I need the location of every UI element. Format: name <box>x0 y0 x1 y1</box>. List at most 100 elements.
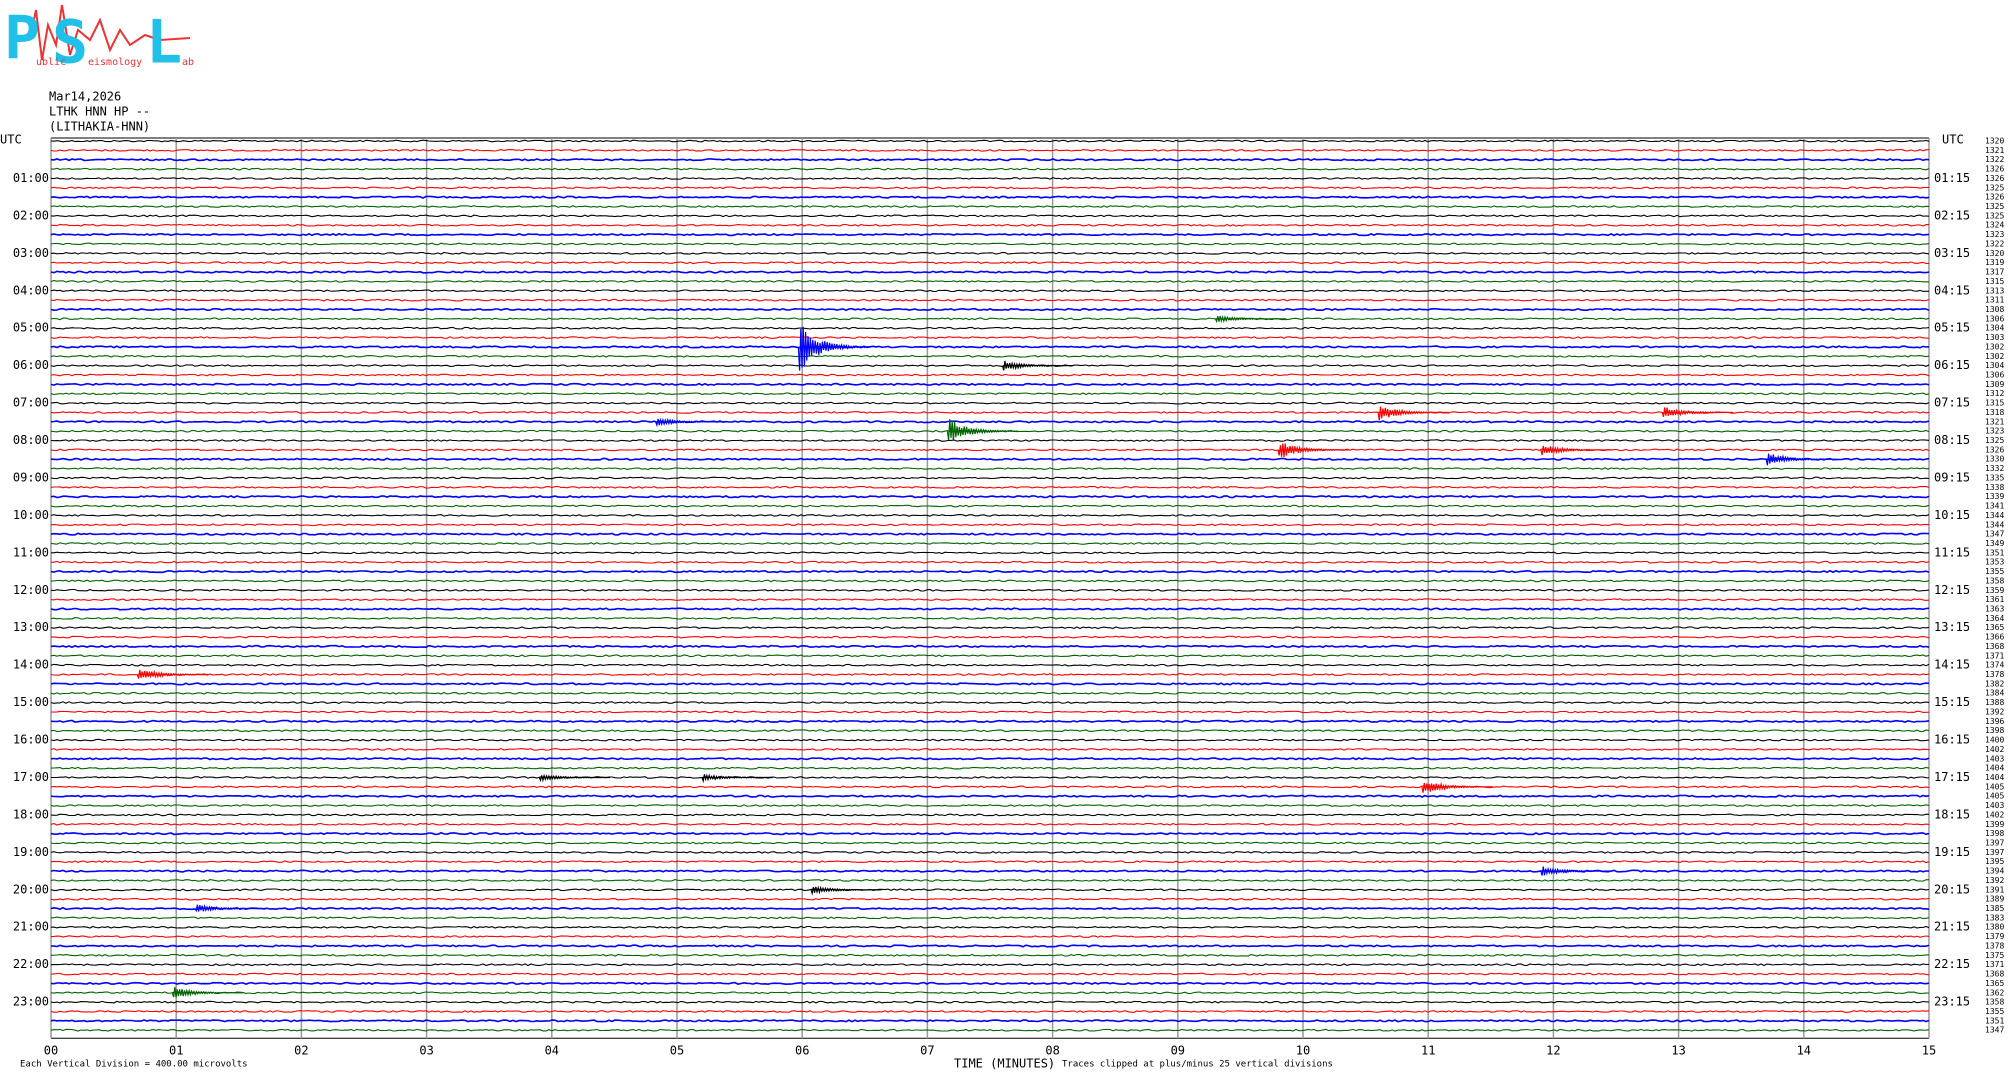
trace-offset: 1366 <box>1985 633 2004 642</box>
trace-offset: 1303 <box>1985 333 2004 342</box>
seismic-event <box>538 773 611 783</box>
hour-label: 17:15 <box>1934 770 1970 784</box>
logo-wave <box>19 4 191 61</box>
trace-offset: 1320 <box>1985 137 2004 146</box>
trace-offset: 1319 <box>1985 258 2004 267</box>
trace-offset: 1385 <box>1985 904 2004 913</box>
trace <box>51 776 1930 779</box>
trace <box>50 710 1930 714</box>
trace-offset: 1313 <box>1985 286 2004 295</box>
trace-offset: 1368 <box>1985 642 2004 651</box>
trace <box>50 598 1930 602</box>
trace-offset: 1321 <box>1985 146 2004 155</box>
hour-label: 11:15 <box>1934 545 1970 559</box>
hour-label: 10:00 <box>13 508 49 522</box>
trace <box>50 897 1930 901</box>
trace <box>50 822 1930 826</box>
hour-label: 18:15 <box>1934 807 1970 821</box>
trace <box>50 888 1930 892</box>
trace-offset: 1404 <box>1985 773 2004 782</box>
trace-offset: 1322 <box>1985 239 2004 248</box>
trace <box>50 635 1930 639</box>
trace <box>50 354 1930 358</box>
trace-offset: 1317 <box>1985 268 2004 277</box>
trace-offset: 1389 <box>1985 895 2004 904</box>
hour-label: 23:00 <box>13 995 49 1009</box>
trace <box>50 298 1930 302</box>
trace <box>50 467 1929 471</box>
trace <box>50 569 1930 574</box>
trace <box>50 186 1930 190</box>
trace-offset: 1402 <box>1985 745 2004 754</box>
seismic-event <box>810 885 882 896</box>
trace <box>50 1000 1930 1004</box>
trace-offset: 1338 <box>1985 483 2004 492</box>
trace <box>50 279 1930 283</box>
seismic-event <box>1421 781 1493 793</box>
trace-offset: 1308 <box>1985 305 2004 314</box>
trace-offset: 1364 <box>1985 614 2004 623</box>
trace <box>50 953 1929 957</box>
x-tick-label: 14 <box>1797 1044 1811 1058</box>
hour-label: 18:00 <box>13 807 49 821</box>
hour-label: 13:00 <box>13 620 49 634</box>
x-tick-label: 03 <box>419 1044 433 1058</box>
hour-label: 01:15 <box>1934 171 1970 185</box>
hour-label: 02:00 <box>13 208 49 222</box>
trace-offset: 1396 <box>1985 717 2004 726</box>
seismic-event <box>194 903 266 913</box>
trace <box>50 738 1930 742</box>
trace <box>50 373 1930 377</box>
trace <box>50 747 1930 751</box>
trace-offset: 1332 <box>1985 464 2004 473</box>
trace-offset: 1320 <box>1985 249 2004 258</box>
trace <box>50 644 1930 649</box>
trace <box>50 495 1930 499</box>
trace-offset: 1351 <box>1985 548 2004 557</box>
x-tick-label: 10 <box>1296 1044 1310 1058</box>
trace <box>50 963 1930 967</box>
trace-offset: 1403 <box>1985 754 2004 763</box>
x-tick-label: 11 <box>1421 1044 1435 1058</box>
trace <box>50 944 1930 948</box>
trace-offset: 1382 <box>1985 679 2004 688</box>
hour-label: 06:15 <box>1934 358 1970 372</box>
trace-offset: 1358 <box>1985 576 2004 585</box>
trace <box>50 1028 1930 1032</box>
trace-offset: 1311 <box>1985 296 2004 305</box>
seismic-event <box>1540 866 1612 876</box>
trace <box>50 401 1930 405</box>
hour-label: 16:00 <box>13 733 49 747</box>
trace <box>50 476 1930 480</box>
trace-offset: 1321 <box>1985 417 2004 426</box>
hour-label: 06:00 <box>13 358 49 372</box>
hour-label: 09:15 <box>1934 470 1970 484</box>
trace-offset: 1397 <box>1985 848 2004 857</box>
trace-offset: 1405 <box>1985 792 2004 801</box>
station: LTHK HNN HP -- <box>49 105 150 119</box>
trace-offset: 1347 <box>1985 1026 2004 1035</box>
trace <box>50 1010 1930 1013</box>
hour-label: 01:00 <box>13 171 49 185</box>
trace <box>50 701 1930 705</box>
trace <box>50 860 1930 864</box>
trace <box>50 588 1930 592</box>
x-tick-label: 06 <box>795 1044 809 1058</box>
trace-offset: 1326 <box>1985 165 2004 174</box>
x-tick-label: 04 <box>545 1044 559 1058</box>
trace-offset: 1325 <box>1985 183 2004 192</box>
trace-offset: 1315 <box>1985 277 2004 286</box>
trace <box>50 307 1930 312</box>
left-title: UTC <box>0 133 22 147</box>
hour-label: 09:00 <box>13 470 49 484</box>
x-tick-label: 09 <box>1171 1044 1185 1058</box>
trace-offset: 1362 <box>1985 988 2004 997</box>
seismic-event <box>171 987 244 998</box>
trace <box>50 382 1930 387</box>
trace <box>50 326 1930 330</box>
date: Mar14,2026 <box>49 90 121 104</box>
logo-letter: S <box>52 8 88 78</box>
trace <box>51 560 1930 564</box>
hour-label: 14:15 <box>1934 658 1970 672</box>
trace-offset: 1361 <box>1985 595 2004 604</box>
